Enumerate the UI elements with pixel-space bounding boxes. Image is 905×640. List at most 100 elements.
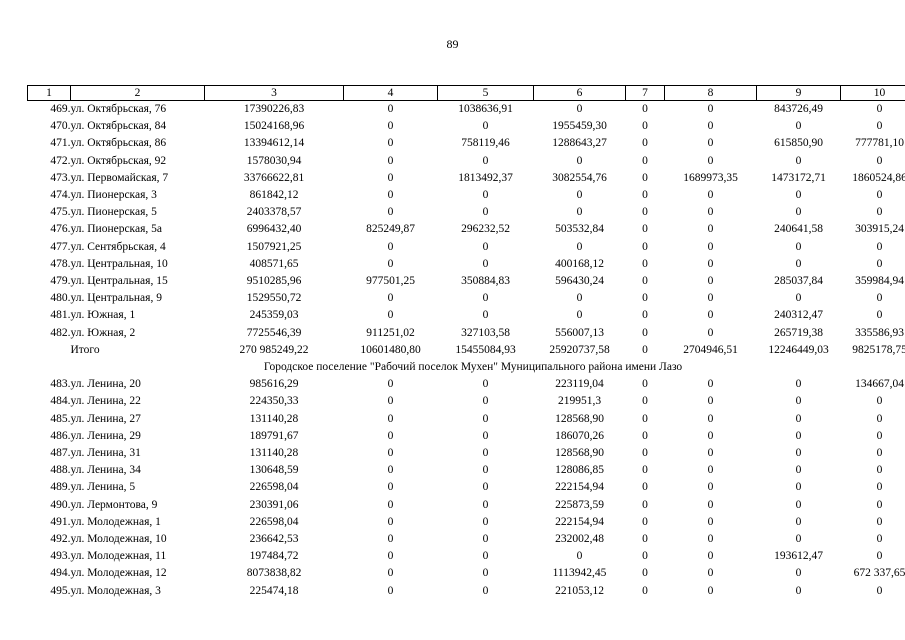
cell-value: 240641,58: [774, 223, 823, 236]
cell-address: ул. Молодежная, 3: [70, 584, 161, 597]
cell-value: 0: [642, 326, 648, 339]
cell-value: 0: [482, 464, 489, 477]
cell-value: 3082554,76: [552, 171, 607, 184]
cell-value: 0: [876, 206, 883, 219]
cell-value: 596430,24: [555, 275, 604, 288]
cell-value: 0: [387, 481, 394, 494]
cell-value: 222154,94: [555, 515, 604, 528]
cell-value: 0: [707, 533, 714, 546]
cell-value: 0: [387, 550, 394, 563]
cell-value: 0: [707, 257, 714, 270]
cell-value: 0: [642, 206, 648, 219]
cell-value: 0: [387, 154, 394, 167]
cell-value: 15455084,93: [455, 343, 516, 356]
cell-value: 0: [642, 550, 648, 563]
cell-value: 224350,33: [249, 395, 299, 408]
cell-value: 226598,04: [249, 515, 299, 528]
cell-value: 615850,90: [774, 137, 823, 150]
cell-value: 9825178,75: [852, 343, 905, 356]
cell-value: 189791,67: [249, 429, 299, 442]
cell-value: 223119,04: [555, 378, 604, 391]
cell-value: 0: [642, 257, 648, 270]
cell-address: ул. Ленина, 29: [70, 429, 141, 442]
cell-value: 0: [707, 464, 714, 477]
cell-address: ул. Центральная, 9: [70, 292, 162, 305]
data-table: 1 2 3 4 5 6 7 8 9 10 469. ул. Октябрьская…: [27, 85, 905, 600]
cell-index: 485.: [50, 412, 71, 425]
header-cell: 7: [625, 85, 665, 101]
cell-address: ул. Ленина, 22: [70, 395, 141, 408]
cell-value: 0: [795, 120, 802, 133]
cell-address: ул. Южная, 2: [70, 326, 136, 339]
cell-value: 825249,87: [366, 223, 415, 236]
cell-address: ул. Сентябрьская, 4: [70, 240, 166, 253]
cell-value: 0: [482, 447, 489, 460]
cell-value: 0: [707, 223, 714, 236]
cell-value: 0: [387, 412, 394, 425]
cell-value: 0: [387, 464, 394, 477]
table-row: 484. ул. Ленина, 22 224350,33 0 0 219951,3 0 0 0…: [28, 393, 905, 410]
cell-value: 0: [642, 567, 648, 580]
header-row: 1 2 3 4 5 6 7 8 9 10: [27, 85, 905, 101]
cell-value: 0: [876, 515, 883, 528]
cell-address: ул. Молодежная, 10: [70, 533, 167, 546]
cell-index: 476.: [50, 223, 71, 236]
cell-value: 0: [642, 498, 648, 511]
header-cell: 3: [204, 85, 344, 101]
cell-index: 477.: [50, 240, 71, 253]
cell-value: 10601480,80: [360, 343, 421, 356]
cell-value: 0: [387, 240, 394, 253]
cell-value: 0: [642, 533, 648, 546]
cell-value: 0: [876, 498, 883, 511]
cell-value: 0: [387, 395, 394, 408]
table-row: 492. ул. Молодежная, 10 236642,53 0 0 232002,…: [28, 531, 905, 548]
cell-value: 0: [795, 567, 802, 580]
table-row: 489. ул. Ленина, 5 226598,04 0 0 222154,94 0 0 0…: [28, 479, 905, 496]
cell-value: 843726,49: [774, 103, 823, 115]
cell-value: 0: [707, 189, 714, 202]
cell-value: 131140,28: [249, 447, 299, 460]
cell-value: 2704946,51: [683, 343, 738, 356]
table-row: 487. ул. Ленина, 31 131140,28 0 0 128568,90 0 0…: [28, 445, 905, 462]
cell-value: 0: [876, 584, 883, 597]
cell-value: 777781,10: [855, 137, 904, 150]
header-cell: 1: [27, 85, 71, 101]
cell-value: 0: [387, 257, 394, 270]
cell-value: 0: [482, 120, 489, 133]
cell-value: 0: [707, 326, 714, 339]
cell-value: 0: [795, 189, 802, 202]
cell-index: 484.: [50, 395, 71, 408]
cell-value: 0: [387, 533, 394, 546]
cell-index: 488.: [50, 464, 71, 477]
table-row: 491. ул. Молодежная, 1 226598,04 0 0 222154,9…: [28, 514, 905, 531]
cell-value: 0: [876, 447, 883, 460]
cell-value: 0: [642, 137, 648, 150]
cell-value: 130648,59: [249, 464, 299, 477]
cell-value: 327103,58: [461, 326, 510, 339]
cell-value: 0: [707, 292, 714, 305]
cell-value: 240312,47: [774, 309, 823, 322]
cell-value: 0: [642, 343, 648, 356]
cell-value: 0: [642, 103, 648, 115]
cell-value: 245359,03: [249, 309, 299, 322]
cell-value: 0: [482, 309, 489, 322]
cell-value: 232002,48: [555, 533, 604, 546]
cell-value: 9510285,96: [246, 275, 302, 288]
cell-address: ул. Ленина, 20: [70, 378, 141, 391]
cell-value: 977501,25: [366, 275, 415, 288]
cell-value: 197484,72: [249, 550, 299, 563]
cell-value: 0: [795, 584, 802, 597]
cell-value: 0: [795, 515, 802, 528]
cell-value: 0: [795, 464, 802, 477]
total-row: Итого 270 985249,22 10601480,80 15455084…: [28, 342, 905, 359]
cell-value: 350884,83: [461, 275, 510, 288]
cell-value: 0: [387, 515, 394, 528]
cell-address: ул. Ленина, 34: [70, 464, 141, 477]
cell-index: 473.: [50, 171, 71, 184]
cell-value: 0: [482, 584, 489, 597]
cell-value: 0: [707, 584, 714, 597]
cell-value: 0: [795, 498, 802, 511]
cell-value: 1955459,30: [552, 120, 607, 133]
cell-value: 1038636,91: [458, 103, 513, 115]
cell-value: 0: [642, 171, 648, 184]
